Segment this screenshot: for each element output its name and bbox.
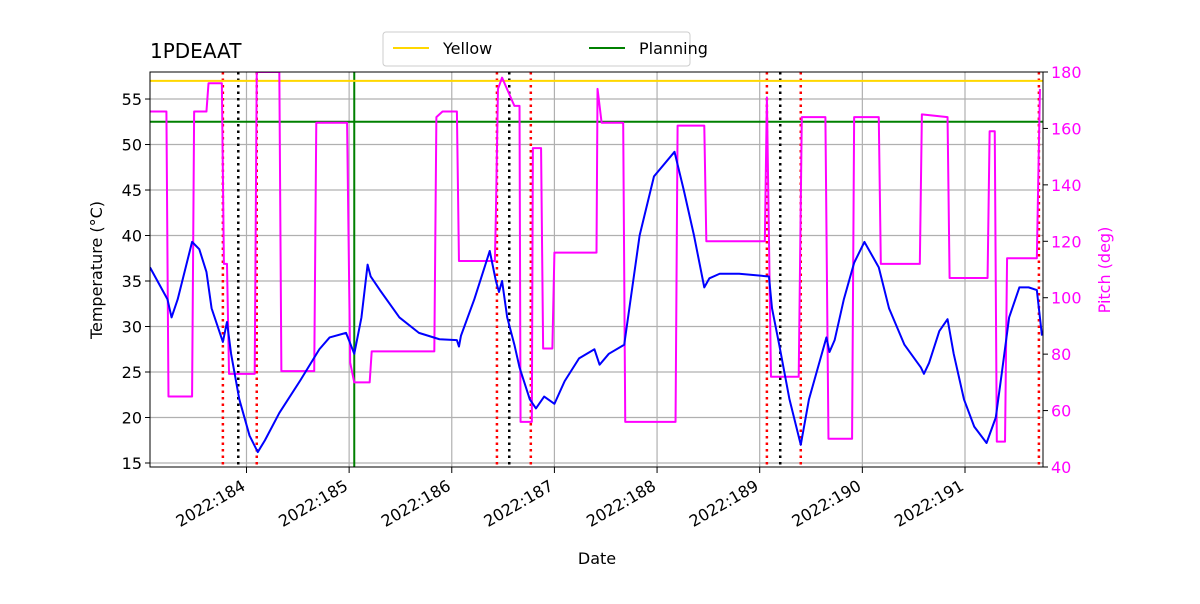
y-tick-label: 55 — [122, 90, 142, 109]
legend-label: Planning — [639, 39, 708, 58]
y2-tick-label: 140 — [1051, 176, 1082, 195]
y2-tick-label: 160 — [1051, 119, 1082, 138]
y-tick-label: 35 — [122, 272, 142, 291]
y-axis-label: Temperature (°C) — [87, 201, 106, 340]
y-tick-label: 15 — [122, 454, 142, 473]
plot-frame — [149, 71, 1044, 468]
y2-tick-label: 80 — [1051, 345, 1071, 364]
legend-label: Yellow — [442, 39, 492, 58]
chart-title: 1PDEAAT — [150, 39, 242, 63]
y2-tick-label: 60 — [1051, 402, 1071, 421]
data-line — [150, 72, 1041, 443]
y2-axis-label: Pitch (deg) — [1095, 227, 1114, 314]
y2-tick-label: 100 — [1051, 289, 1082, 308]
data-line — [150, 150, 1043, 454]
y-tick-label: 25 — [122, 363, 142, 382]
legend: Yellow Planning — [382, 31, 708, 67]
y2-tick-label: 40 — [1051, 458, 1071, 477]
x-axis-label: Date — [578, 549, 616, 568]
y2-tick-label: 180 — [1051, 63, 1082, 82]
y-tick-label: 20 — [122, 408, 142, 427]
y-tick-label: 40 — [122, 227, 142, 246]
y2-tick-label: 120 — [1051, 232, 1082, 251]
y-tick-label: 45 — [122, 181, 142, 200]
plot-lines — [150, 72, 1043, 467]
y-tick-label: 50 — [122, 136, 142, 155]
legend-box — [382, 31, 691, 67]
y-tick-label: 30 — [122, 318, 142, 337]
